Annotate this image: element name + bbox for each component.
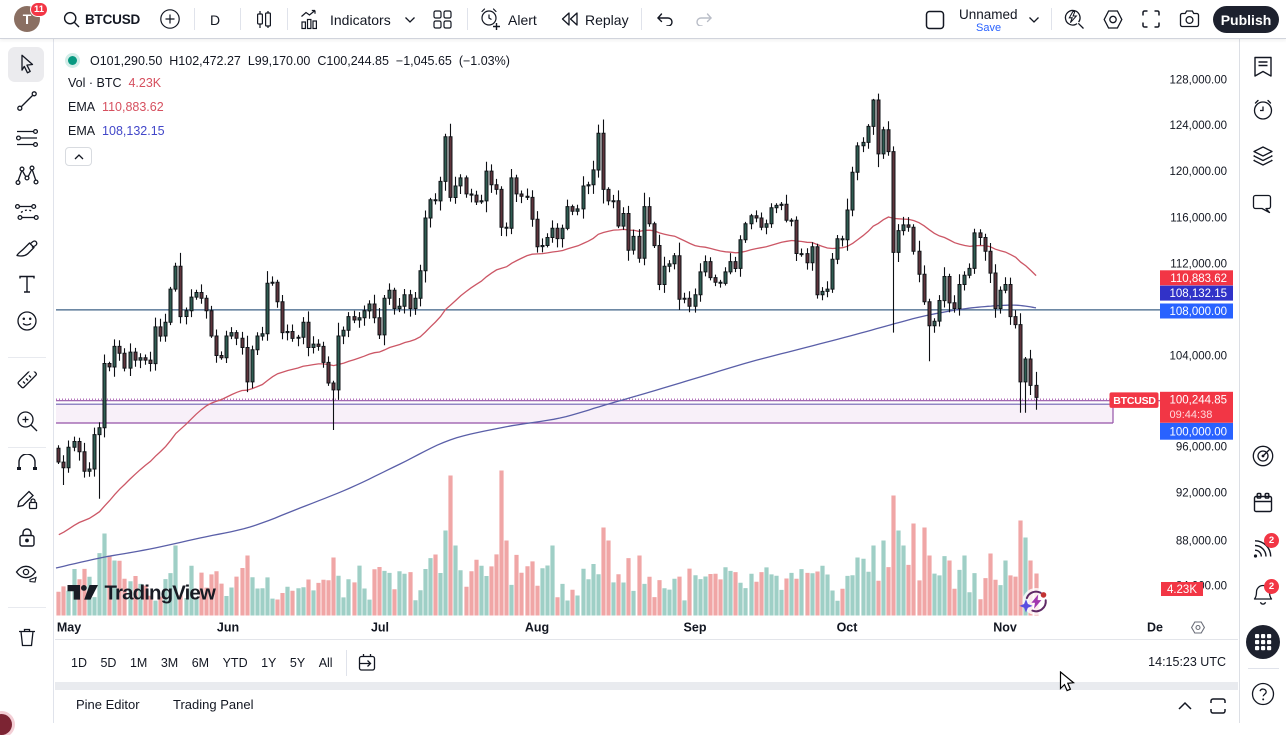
svg-text:BTCUSD: BTCUSD bbox=[1113, 395, 1156, 407]
svg-text:Oct: Oct bbox=[837, 621, 859, 635]
svg-text:TradingView: TradingView bbox=[105, 582, 216, 605]
svg-text:Sep: Sep bbox=[684, 621, 707, 635]
svg-text:Jul: Jul bbox=[371, 621, 389, 635]
svg-text:92,000.00: 92,000.00 bbox=[1176, 487, 1227, 499]
svg-text:100,000.00: 100,000.00 bbox=[1169, 426, 1227, 438]
svg-text:120,000.00: 120,000.00 bbox=[1169, 166, 1227, 178]
svg-text:108,000.00: 108,000.00 bbox=[1169, 306, 1227, 318]
svg-text:112,000.00: 112,000.00 bbox=[1170, 258, 1227, 270]
svg-text:Jun: Jun bbox=[217, 621, 239, 635]
svg-text:110,883.62: 110,883.62 bbox=[1170, 273, 1227, 285]
svg-text:De: De bbox=[1147, 621, 1163, 635]
svg-text:09:44:38: 09:44:38 bbox=[1170, 409, 1213, 421]
svg-text:128,000.00: 128,000.00 bbox=[1169, 74, 1227, 86]
svg-text:Nov: Nov bbox=[993, 621, 1017, 635]
svg-text:100,244.85: 100,244.85 bbox=[1169, 395, 1227, 407]
svg-text:May: May bbox=[57, 621, 81, 635]
svg-text:116,000.00: 116,000.00 bbox=[1170, 213, 1227, 225]
svg-text:4.23K: 4.23K bbox=[1167, 584, 1197, 596]
svg-text:104,000.00: 104,000.00 bbox=[1169, 351, 1227, 363]
svg-text:88,000.00: 88,000.00 bbox=[1176, 536, 1227, 548]
svg-text:108,132.15: 108,132.15 bbox=[1169, 288, 1227, 300]
svg-text:124,000.00: 124,000.00 bbox=[1169, 120, 1227, 132]
svg-text:96,000.00: 96,000.00 bbox=[1176, 442, 1227, 454]
svg-text:Aug: Aug bbox=[525, 621, 549, 635]
